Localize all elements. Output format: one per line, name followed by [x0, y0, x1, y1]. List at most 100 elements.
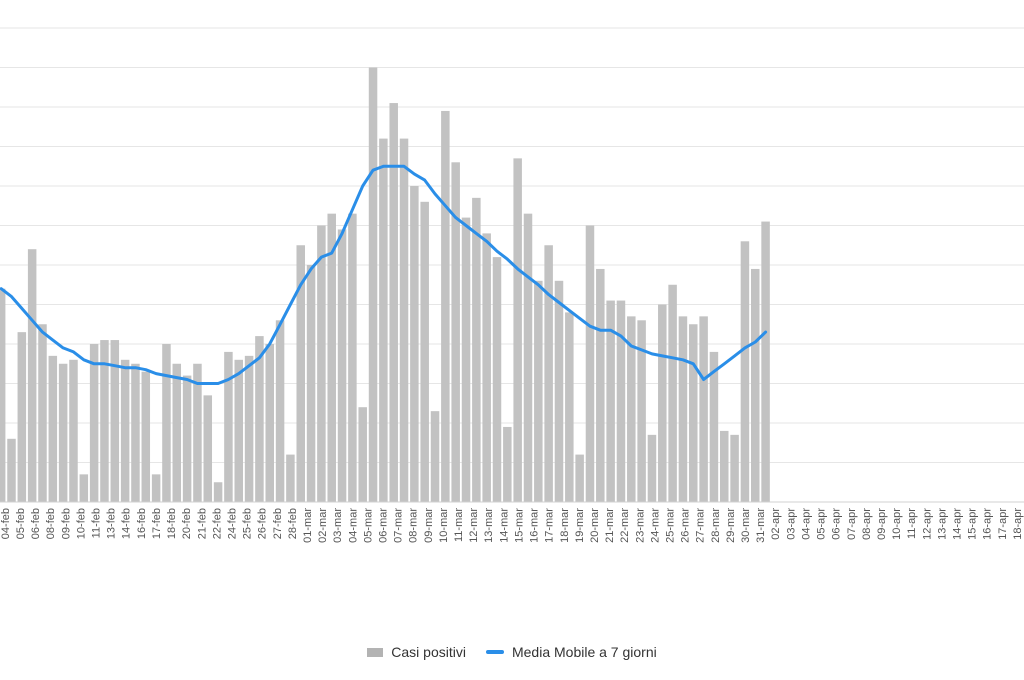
bar	[368, 67, 378, 502]
x-tick-label: 28-mar	[710, 508, 722, 543]
x-tick-label: 06-apr	[831, 508, 843, 540]
bar	[503, 426, 512, 502]
bars-casi-positivi	[0, 67, 770, 503]
bar	[751, 268, 760, 502]
bar	[730, 434, 739, 502]
bar	[627, 316, 636, 502]
x-tick-label: 09-apr	[876, 508, 888, 540]
x-tick-label: 10-apr	[891, 508, 903, 540]
gridlines	[0, 27, 1024, 463]
bar	[606, 300, 615, 502]
x-tick-label: 03-mar	[332, 508, 344, 543]
line-media-mobile	[0, 164, 768, 385]
x-tick-label: 03-apr	[785, 508, 797, 540]
bar	[534, 280, 543, 502]
x-tick-label: 02-apr	[770, 508, 782, 540]
x-tick-label: 06-feb	[30, 508, 42, 539]
bar	[441, 110, 450, 502]
x-tick-label: 02-mar	[317, 508, 329, 543]
bar	[565, 312, 574, 502]
bar-swatch-icon	[367, 647, 384, 657]
bar	[337, 229, 347, 502]
bar	[286, 454, 295, 502]
bar	[7, 438, 16, 502]
bar-line-chart: 04-feb 05-feb 06-feb 08-feb 09-feb 10-feb 11-f…	[0, 27, 1024, 543]
bar	[523, 213, 533, 502]
x-tick-label: 13-feb	[106, 508, 118, 539]
x-tick-label: 27-mar	[695, 508, 707, 543]
x-tick-label: 19-mar	[574, 508, 586, 543]
x-tick-label: 16-apr	[982, 508, 994, 540]
bar	[317, 225, 326, 502]
bar	[27, 249, 37, 502]
x-tick-label: 04-feb	[0, 508, 12, 539]
x-tick-label: 12-apr	[921, 508, 933, 540]
bar	[389, 103, 398, 503]
bar	[224, 351, 233, 502]
bar	[193, 363, 202, 502]
x-tick-label: 17-mar	[544, 508, 556, 543]
bar	[162, 344, 171, 502]
x-tick-label: 11-feb	[91, 508, 103, 538]
bar	[110, 340, 120, 502]
bar	[17, 332, 27, 502]
bar	[492, 257, 502, 502]
x-tick-label: 04-mar	[347, 508, 359, 543]
chart-legend: Casi positivi Media Mobile a 7 giorni	[0, 644, 1024, 660]
x-tick-label: 09-feb	[60, 508, 72, 539]
x-tick-label: 24-mar	[649, 508, 661, 543]
bar	[89, 344, 99, 502]
x-tick-label: 08-feb	[45, 508, 57, 539]
bar	[616, 300, 626, 502]
bar	[69, 359, 78, 502]
x-tick-label: 05-apr	[816, 508, 828, 540]
x-tick-label: 31-mar	[755, 508, 767, 543]
bar	[306, 265, 316, 502]
x-tick-label: 24-feb	[227, 508, 239, 539]
x-tick-label: 01-mar	[302, 508, 314, 543]
bar	[203, 395, 213, 502]
bar	[100, 340, 109, 502]
bar	[482, 233, 491, 502]
bar	[399, 138, 409, 502]
legend-item-casi-positivi[interactable]: Casi positivi	[367, 644, 466, 660]
x-tick-label: 13-mar	[483, 508, 495, 543]
bar	[472, 197, 481, 502]
bar	[327, 213, 336, 502]
bar	[647, 434, 657, 502]
bar	[151, 474, 161, 502]
legend-label-casi-positivi: Casi positivi	[391, 644, 466, 660]
x-tick-label: 14-mar	[498, 508, 510, 543]
x-tick-label: 12-mar	[468, 508, 480, 543]
x-tick-label: 05-feb	[15, 508, 27, 539]
x-tick-label: 11-apr	[906, 508, 918, 539]
x-tick-label: 21-feb	[196, 508, 208, 539]
bar	[358, 407, 367, 502]
x-tick-label: 17-feb	[151, 508, 163, 539]
x-tick-label: 04-apr	[800, 508, 812, 540]
bar	[678, 316, 688, 502]
x-tick-label: 10-mar	[438, 508, 450, 543]
bar	[689, 324, 698, 502]
legend-item-media-mobile[interactable]: Media Mobile a 7 giorni	[485, 644, 657, 660]
x-tick-label: 26-feb	[257, 508, 269, 539]
bar	[182, 375, 192, 502]
bar	[461, 217, 471, 502]
x-tick-label: 30-mar	[740, 508, 752, 543]
bar	[596, 268, 605, 502]
x-tick-label: 11-mar	[453, 508, 465, 542]
bar	[637, 320, 646, 502]
bar	[79, 474, 89, 502]
x-tick-label: 23-mar	[634, 508, 646, 543]
bar	[58, 363, 68, 502]
bar	[265, 344, 274, 502]
x-tick-label: 29-mar	[725, 508, 737, 543]
x-tick-label: 22-mar	[619, 508, 631, 543]
bar	[275, 320, 285, 502]
bar	[172, 363, 182, 502]
x-tick-label: 28-feb	[287, 508, 299, 539]
x-tick-label: 27-feb	[272, 508, 284, 539]
bar	[554, 280, 564, 502]
bar	[575, 454, 584, 502]
